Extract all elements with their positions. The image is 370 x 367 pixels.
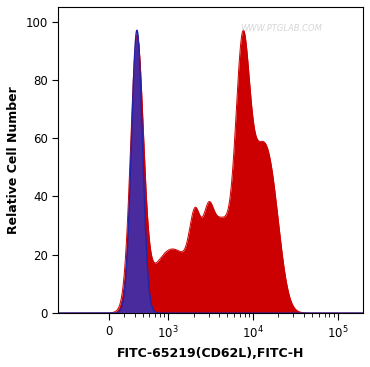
- X-axis label: FITC-65219(CD62L),FITC-H: FITC-65219(CD62L),FITC-H: [117, 347, 304, 360]
- Y-axis label: Relative Cell Number: Relative Cell Number: [7, 86, 20, 234]
- Text: WWW.PTGLAB.COM: WWW.PTGLAB.COM: [240, 24, 322, 33]
